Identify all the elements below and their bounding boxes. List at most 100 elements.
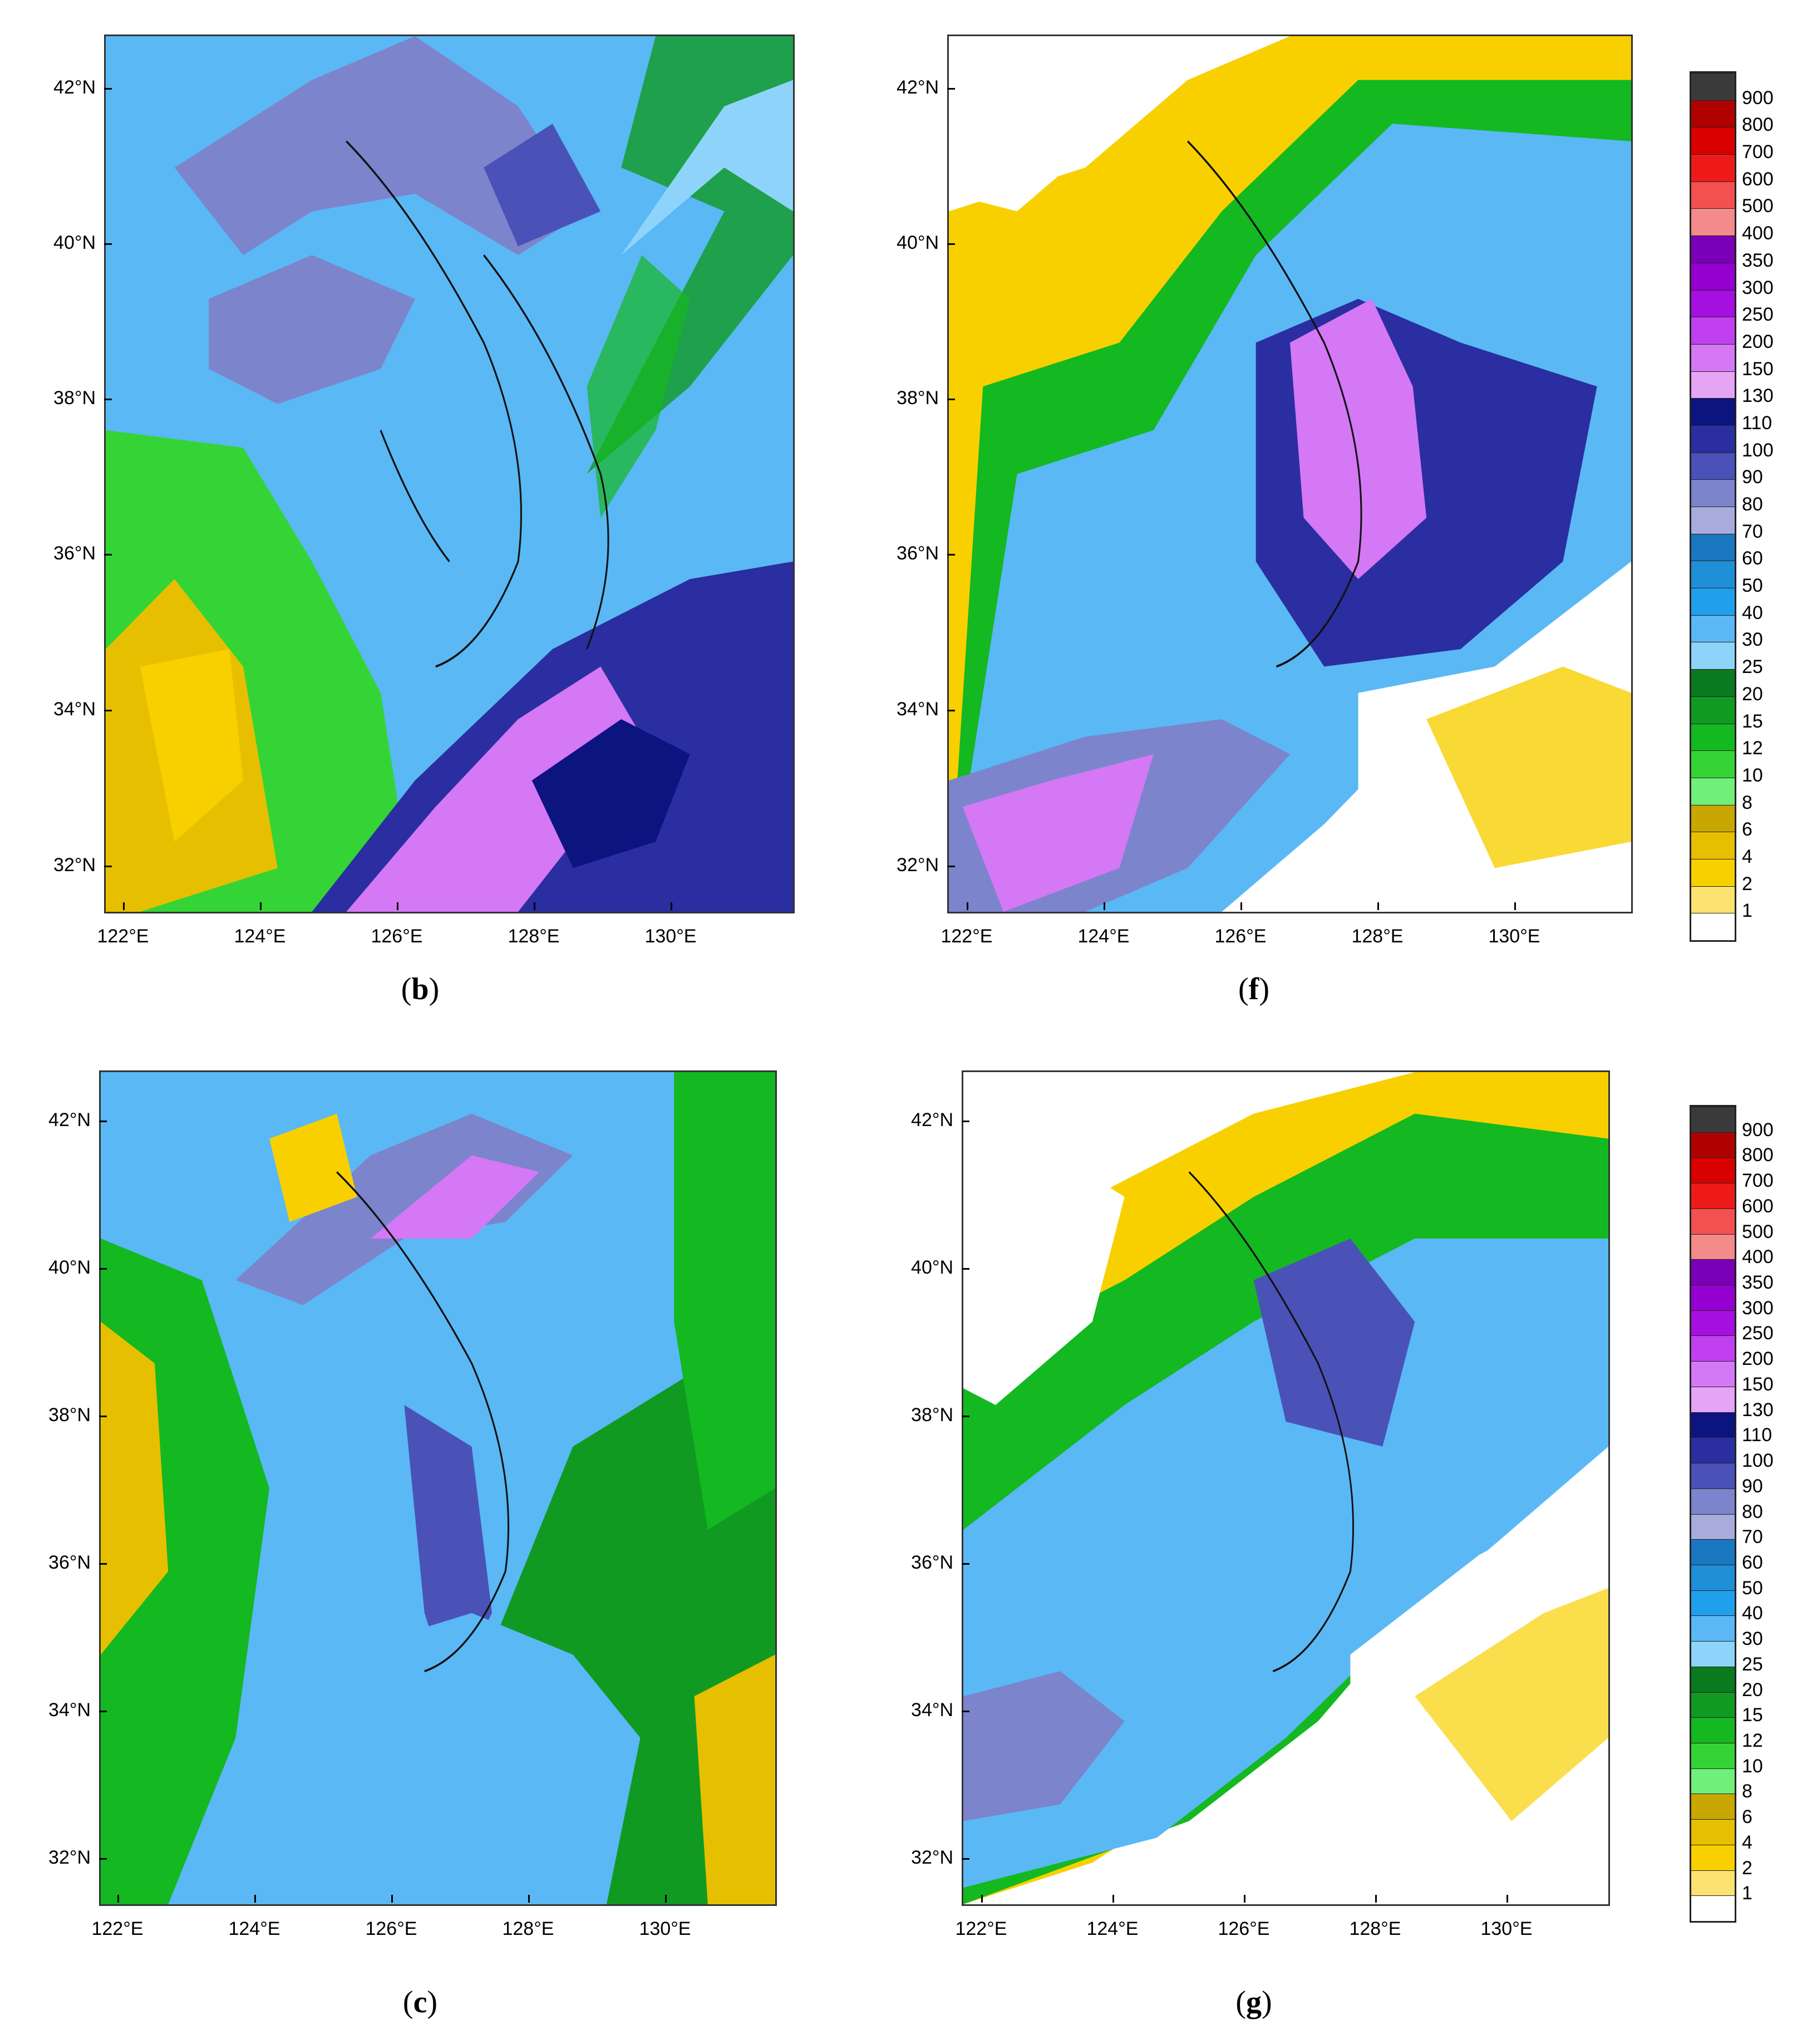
colorbar-level-label: 250 [1742,304,1774,326]
colorbar-swatch [1691,262,1735,290]
colorbar-swatch [1691,398,1735,425]
panel-caption-c: (c) [402,1985,438,2020]
longitude-tick-mark [665,1895,667,1903]
colorbar-level-label: 700 [1742,141,1774,163]
latitude-tick-label: 32°N [48,1847,91,1868]
colorbar-swatch [1691,1844,1735,1870]
colorbar-swatch [1691,1768,1735,1794]
colorbar-swatch [1691,1666,1735,1692]
longitude-tick-mark [123,902,125,910]
latitude-tick-mark [104,710,112,711]
latitude-tick-mark [99,1563,107,1565]
colorbar-level-label: 350 [1742,249,1774,271]
latitude-tick-mark [104,88,112,90]
longitude-tick-label: 130°E [644,926,697,947]
latitude-tick-mark [947,554,955,556]
colorbar-swatch [1691,181,1735,209]
colorbar-level-label: 800 [1742,114,1774,136]
latitude-tick-label: 38°N [48,1404,91,1426]
latitude-tick-label: 36°N [897,543,939,564]
colorbar-swatch [1691,1412,1735,1438]
precipitation-field-b [106,36,793,912]
colorbar-level-label: 70 [1742,1526,1763,1548]
latitude-tick-mark [962,1563,969,1565]
longitude-tick-mark [391,1895,393,1903]
longitude-tick-mark [528,1895,530,1903]
longitude-tick-label: 128°E [508,926,560,947]
map-panel-f [947,35,1633,913]
longitude-tick-label: 124°E [228,1918,280,1939]
colorbar-level-label: 10 [1742,1755,1763,1777]
colorbar-swatch [1691,479,1735,507]
colorbar-level-label: 130 [1742,385,1774,407]
colorbar-level-label: 150 [1742,1373,1774,1395]
colorbar-swatch [1691,1386,1735,1412]
colorbar-swatch [1691,886,1735,913]
latitude-tick-mark [104,243,112,245]
colorbar-level-label: 20 [1742,1679,1763,1701]
colorbar-swatch [1691,804,1735,832]
colorbar-swatch [1691,533,1735,561]
latitude-tick-mark [99,1858,107,1860]
colorbar-swatch [1691,1794,1735,1820]
latitude-tick-label: 40°N [53,232,96,253]
colorbar-swatch [1691,1514,1735,1540]
colorbar-level-label: 15 [1742,1704,1763,1726]
colorbar-top [1690,71,1736,942]
latitude-tick-mark [962,1416,969,1417]
colorbar-level-label: 12 [1742,1729,1763,1751]
colorbar-swatch [1691,452,1735,480]
colorbar-swatch [1691,1895,1735,1921]
colorbar-level-label: 90 [1742,466,1763,488]
latitude-tick-label: 38°N [897,387,939,409]
colorbar-swatch [1691,1819,1735,1845]
colorbar-level-label: 6 [1742,1806,1752,1828]
colorbar-swatch [1691,289,1735,317]
colorbar-swatch [1691,1615,1735,1642]
colorbar-swatch [1691,1870,1735,1896]
longitude-tick-mark [1244,1895,1245,1903]
longitude-tick-mark [1112,1895,1114,1903]
colorbar-swatch [1691,642,1735,670]
latitude-tick-label: 42°N [897,77,939,98]
colorbar-level-label: 80 [1742,1501,1763,1522]
colorbar-swatch [1691,425,1735,453]
map-panel-b [104,35,795,913]
latitude-tick-label: 34°N [897,699,939,720]
longitude-tick-label: 130°E [1480,1918,1533,1939]
longitude-tick-label: 124°E [1086,1918,1139,1939]
colorbar-swatch [1691,1539,1735,1565]
colorbar-swatch [1691,1463,1735,1488]
latitude-tick-mark [104,399,112,400]
colorbar-level-label: 8 [1742,792,1752,813]
colorbar-level-label: 130 [1742,1399,1774,1421]
colorbar-level-label: 350 [1742,1272,1774,1294]
colorbar-level-label: 70 [1742,520,1763,542]
panel-caption-b: (b) [401,972,440,1006]
colorbar-swatch [1691,208,1735,236]
colorbar-swatch [1691,317,1735,344]
colorbar-swatch [1691,343,1735,371]
colorbar-level-label: 300 [1742,277,1774,298]
colorbar-bottom [1690,1105,1736,1923]
latitude-tick-label: 32°N [897,854,939,876]
latitude-tick-mark [947,243,955,245]
colorbar-swatch [1691,669,1735,696]
precipitation-field-g [963,1072,1608,1904]
colorbar-swatch [1691,588,1735,615]
colorbar-swatch [1691,696,1735,724]
longitude-tick-label: 128°E [1351,926,1404,947]
longitude-tick-label: 130°E [1488,926,1540,947]
precipitation-field-f [949,36,1631,912]
colorbar-swatch [1691,832,1735,859]
latitude-tick-label: 42°N [48,1109,91,1131]
colorbar-swatch [1691,127,1735,155]
colorbar-level-label: 25 [1742,1653,1763,1675]
colorbar-swatch [1691,723,1735,751]
longitude-tick-label: 126°E [371,926,423,947]
longitude-tick-mark [1240,902,1242,910]
colorbar-swatch [1691,777,1735,805]
longitude-tick-label: 128°E [1349,1918,1401,1939]
latitude-tick-mark [947,399,955,400]
colorbar-level-label: 900 [1742,1119,1774,1141]
